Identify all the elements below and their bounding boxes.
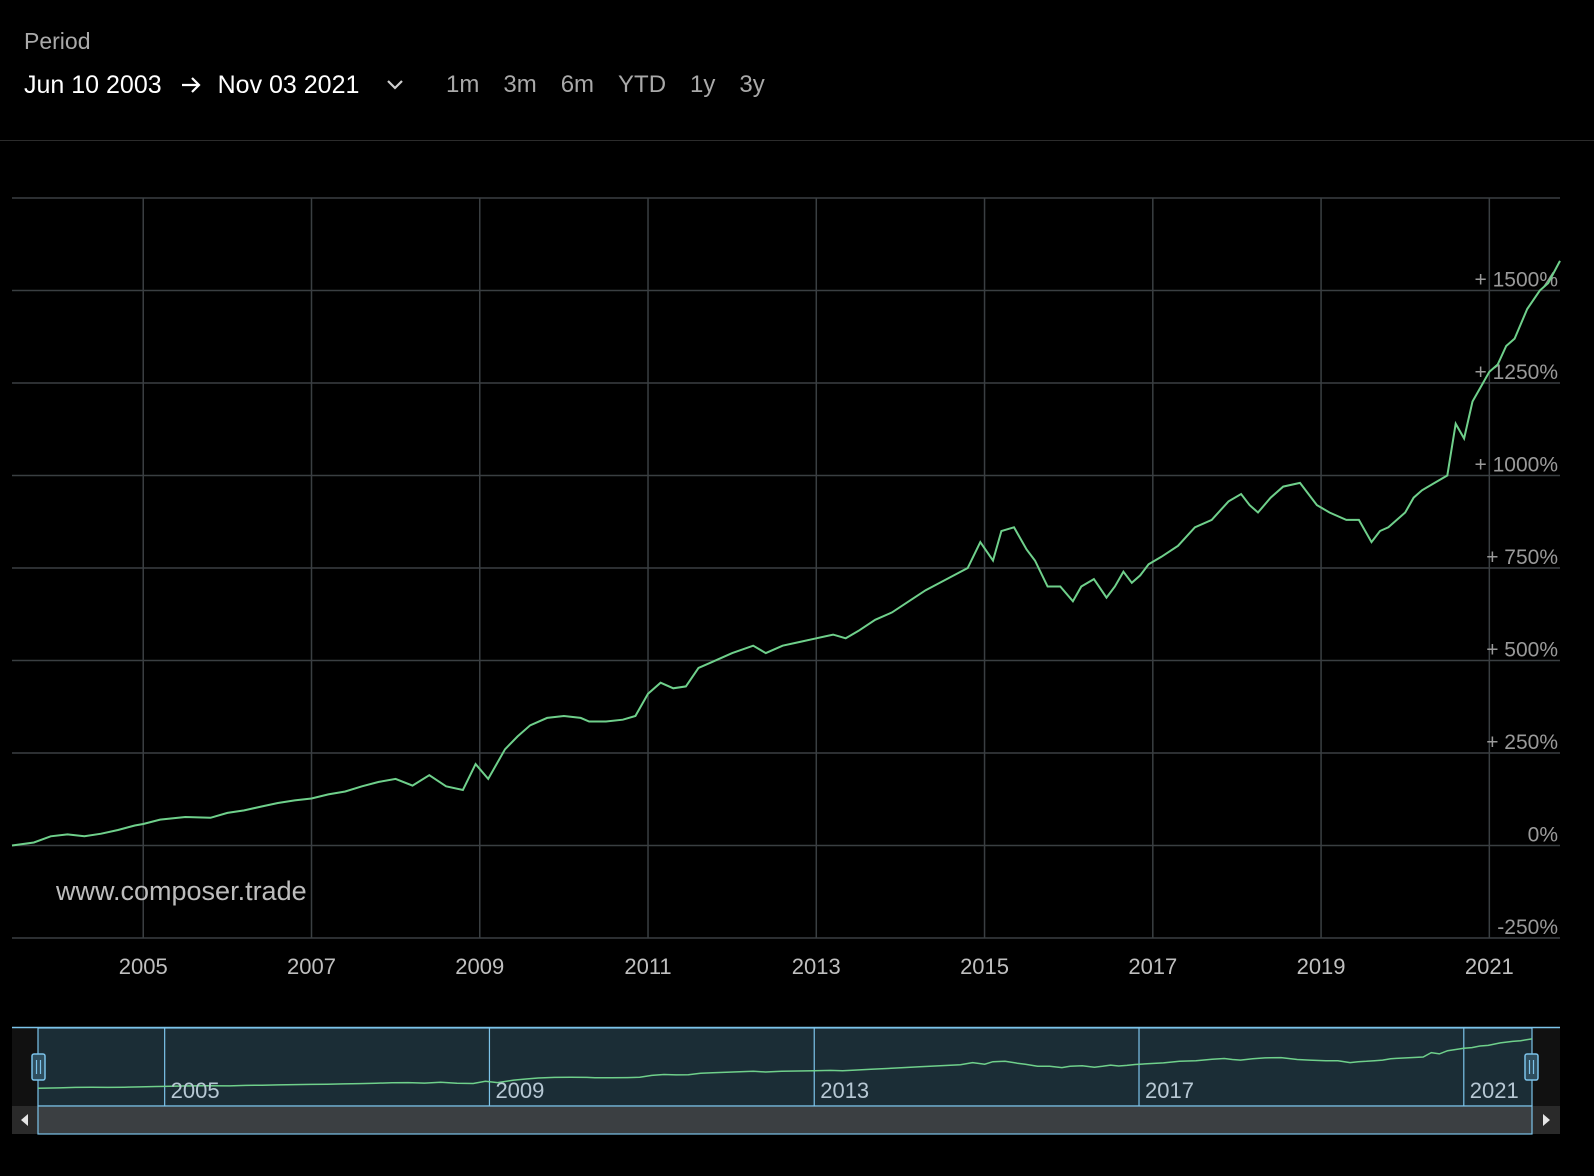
- y-axis-labels: -250% 0% + 250% + 500% + 750% + 1000% + 1250% +…: [1475, 269, 1559, 940]
- range-button-3m[interactable]: 3m: [503, 71, 537, 98]
- y-tick-label: + 1500%: [1475, 269, 1559, 292]
- range-button-3y[interactable]: 3y: [739, 71, 765, 98]
- y-tick-label: -250%: [1497, 916, 1558, 939]
- x-tick-label: 2015: [960, 954, 1009, 979]
- y-tick-label: 0%: [1528, 824, 1558, 847]
- navigator-gridlines: [164, 1028, 1465, 1106]
- x-tick-label: 2019: [1297, 954, 1346, 979]
- navigator-label: 2017: [1145, 1078, 1194, 1103]
- date-range-selector[interactable]: Jun 10 2003 Nov 03 2021: [24, 68, 405, 102]
- navigator-label: 2021: [1470, 1078, 1519, 1103]
- x-tick-label: 2013: [792, 954, 841, 979]
- navigator-label: 2005: [171, 1078, 220, 1103]
- scrollbar[interactable]: [12, 1105, 1560, 1135]
- navigator-handle-right[interactable]: [1524, 1053, 1539, 1081]
- range-button-ytd[interactable]: YTD: [618, 71, 667, 98]
- navigator-selection[interactable]: [37, 1027, 1533, 1107]
- scroll-right-icon[interactable]: [1543, 1114, 1550, 1126]
- y-tick-label: + 250%: [1486, 731, 1558, 754]
- end-date[interactable]: Nov 03 2021: [217, 70, 360, 99]
- y-tick-label: + 1000%: [1475, 454, 1559, 477]
- x-axis-labels: 2005 2007 2009 2011 2013 2015 2017 2019 2021: [119, 954, 1514, 979]
- arrow-right-icon: [180, 76, 202, 94]
- period-label: Period: [24, 28, 91, 54]
- range-button-6m[interactable]: 6m: [560, 71, 595, 98]
- navigator-label: 2013: [820, 1078, 869, 1103]
- scroll-left-icon[interactable]: [21, 1114, 28, 1126]
- y-tick-label: + 1250%: [1475, 361, 1559, 384]
- y-gridlines: [12, 197, 1560, 939]
- x-tick-label: 2007: [287, 954, 336, 979]
- y-tick-label: + 500%: [1486, 639, 1558, 662]
- watermark: www.composer.trade: [55, 876, 307, 906]
- x-tick-label: 2009: [455, 954, 504, 979]
- navigator-labels: 2005 2009 2013 2017 2021: [171, 1078, 1519, 1103]
- performance-chart[interactable]: 2005 2007 2009 2011 2013 2015 2017 2019 2021 -25…: [0, 150, 1594, 990]
- y-tick-label: + 750%: [1486, 546, 1558, 569]
- range-button-1m[interactable]: 1m: [446, 71, 480, 98]
- range-navigator[interactable]: 2005 2009 2013 2017 2021: [0, 1020, 1594, 1140]
- start-date[interactable]: Jun 10 2003: [24, 70, 162, 99]
- navigator-handle-left[interactable]: [31, 1053, 46, 1081]
- navigator-series-line: [37, 1038, 1533, 1089]
- header: Period Jun 10 2003 Nov 03 2021 1m 3m 6m …: [0, 0, 1594, 141]
- x-tick-label: 2021: [1465, 954, 1514, 979]
- series-line: [11, 260, 1561, 847]
- x-tick-label: 2005: [119, 954, 168, 979]
- x-tick-label: 2011: [624, 954, 671, 979]
- navigator-label: 2009: [495, 1078, 544, 1103]
- chevron-down-icon[interactable]: [385, 78, 405, 92]
- range-buttons: 1m 3m 6m YTD 1y 3y: [446, 68, 789, 102]
- range-button-1y[interactable]: 1y: [690, 71, 716, 98]
- x-tick-label: 2017: [1128, 954, 1177, 979]
